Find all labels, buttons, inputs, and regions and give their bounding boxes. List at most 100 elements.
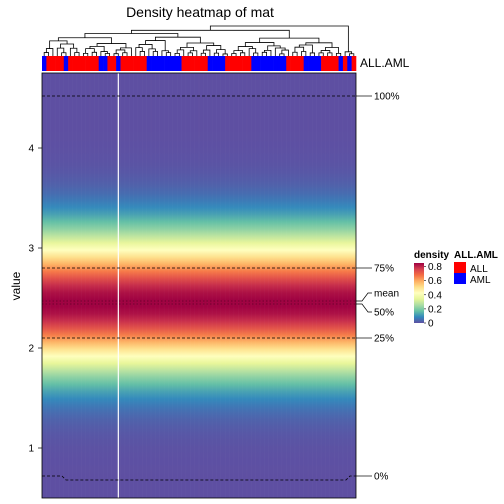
quantile-label: 0% (374, 472, 389, 483)
annotation-cell (72, 56, 78, 71)
dendrogram-branch (180, 46, 194, 51)
annotation-cell (294, 56, 300, 71)
annotation-cell (281, 56, 287, 71)
annotation-cell (303, 56, 309, 71)
annotation-cell (264, 56, 270, 71)
density-legend-tick-label: 0.4 (428, 290, 442, 301)
annotation-cell (251, 56, 256, 71)
annotation-cell (94, 56, 99, 71)
annotation-cell (172, 56, 178, 71)
dendrogram-branch (148, 48, 156, 56)
annotation-cell (63, 56, 69, 71)
density-legend: density 0.8 0.6 0.4 0.2 0 (414, 250, 449, 330)
dendrogram-branch (253, 52, 259, 56)
annotation-cell (238, 56, 243, 71)
annotation-cell (277, 56, 283, 71)
annotation-cell (216, 56, 222, 71)
dendrogram-branch (206, 45, 222, 51)
column-dividers (46, 73, 352, 498)
dendrogram-branch (154, 36, 201, 43)
dendrogram-branch (57, 37, 112, 44)
dendrogram-branch (120, 47, 132, 56)
annotation-legend: ALL.AML ALL AML (454, 250, 498, 286)
dendrogram-branch (237, 46, 253, 51)
annotation-cell (312, 56, 318, 71)
legend-swatch-all (454, 262, 466, 273)
annotation-bar (42, 56, 357, 71)
dendrogram-branch (91, 51, 97, 56)
dendrogram-branch (89, 45, 105, 52)
annotation-cell (151, 56, 156, 71)
annotation-cell (168, 56, 174, 71)
legend-swatch-aml (454, 273, 466, 284)
annotation-cell (103, 56, 108, 71)
y-tick-label: 4 (28, 144, 34, 155)
dendrogram-branch (152, 51, 158, 56)
dendrogram-branch (187, 52, 193, 56)
annotation-cell (233, 56, 239, 71)
annotation-cell (68, 56, 73, 71)
dendrogram-branch (259, 37, 320, 43)
dendrogram-branch (222, 53, 228, 56)
dendrogram-branch (45, 48, 54, 56)
annotation-cell (347, 56, 352, 71)
dendrogram-branch (320, 50, 331, 53)
dendrogram-branch (138, 44, 153, 49)
annotation-cell (199, 56, 204, 71)
dendrogram-branch (335, 53, 342, 56)
dendrogram-branch (186, 42, 215, 48)
annotation-cell (120, 56, 126, 71)
annotation-cell (286, 56, 291, 71)
dendrogram-branch (200, 52, 206, 56)
dendrogram-branch (325, 47, 339, 54)
quantile-label: 75% (374, 264, 394, 275)
annotation-cell (290, 56, 296, 71)
annotation-cell (260, 56, 265, 71)
dendrogram-branch (43, 52, 49, 56)
dendrogram-branch (244, 42, 275, 47)
dendrogram-branch (233, 50, 244, 54)
annotation-cell (351, 56, 357, 71)
annotation-cell (329, 56, 335, 71)
annotation-cell (116, 56, 121, 71)
annotation-cell (46, 56, 52, 71)
dendrogram-branch (165, 52, 172, 56)
annotation-cell (129, 56, 134, 71)
dendrogram-branch (301, 51, 307, 56)
dendrogram-branch (84, 33, 179, 38)
annotation-cell (111, 56, 117, 71)
dendrogram-branch (274, 47, 286, 56)
annotation-cell (185, 56, 191, 71)
y-tick-label: 2 (28, 344, 34, 355)
y-axis: 1 2 3 4 (28, 144, 42, 455)
dendrogram-branch (100, 51, 108, 56)
density-legend-tick-label: 0.6 (428, 276, 442, 287)
annotation-cell (207, 56, 213, 71)
annotation-cell (146, 56, 152, 71)
annotation-cell (203, 56, 209, 71)
dendrogram-branch (318, 52, 324, 56)
annotation-cell (338, 56, 344, 71)
y-axis-label: value (9, 271, 23, 300)
density-legend-title: density (414, 250, 449, 261)
annotation-cell (242, 56, 248, 71)
density-legend-tick-label: 0 (428, 319, 434, 330)
annotation-cell (164, 56, 169, 71)
dendrogram-branch (248, 48, 257, 56)
column-dendrogram (43, 25, 355, 56)
dendrogram-branch (344, 51, 353, 56)
annotation-cell (334, 56, 339, 71)
annotation-cell (308, 56, 313, 71)
quantile-label: 25% (374, 334, 394, 345)
dendrogram-branch (309, 52, 315, 56)
dendrogram-branch (349, 53, 355, 56)
dendrogram-branch (231, 53, 237, 56)
annotation-cell (124, 56, 130, 71)
dendrogram-branch (131, 29, 290, 39)
dendrogram-branch (267, 45, 281, 51)
density-legend-tick-label: 0.2 (428, 304, 442, 315)
density-legend-bar (414, 263, 424, 323)
quantile-label: 100% (374, 92, 400, 103)
dendrogram-branch (174, 52, 180, 56)
